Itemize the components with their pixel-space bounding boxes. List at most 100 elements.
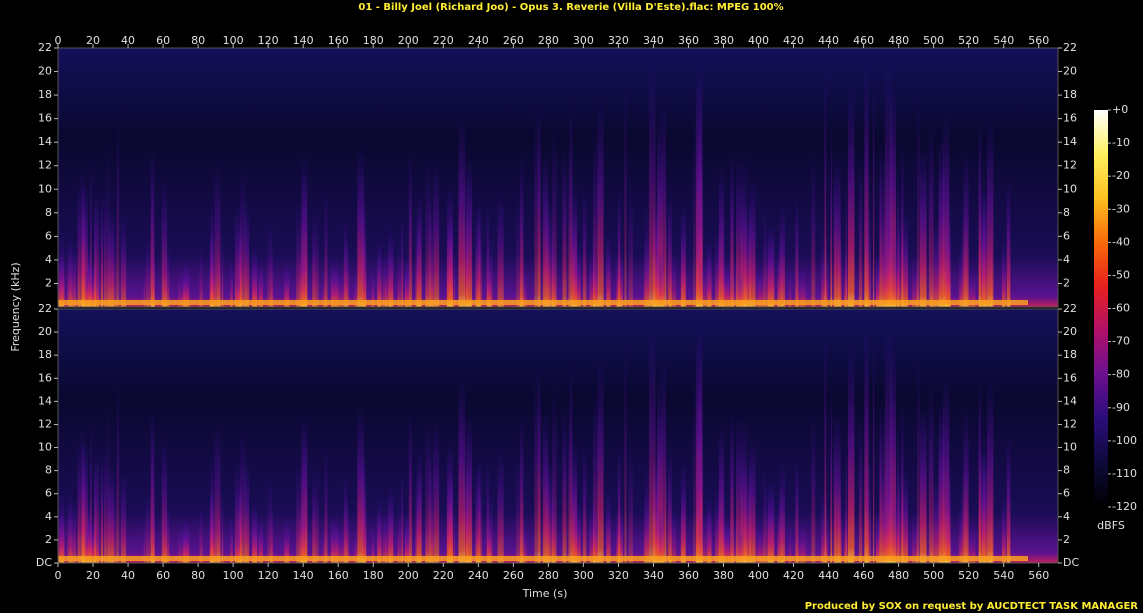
spectrogram-band [662,92,666,308]
spectrogram-band [571,180,578,307]
spectrogram-band [582,187,587,307]
spectrogram-band [235,203,242,307]
spectrogram-band [404,523,409,563]
spectrogram-band [388,487,394,563]
spectrogram-band [933,220,940,307]
spectrogram-band [788,267,792,307]
spectrogram-band [377,497,382,563]
x-tick-label: 180 [363,569,384,582]
spectrogram-band [433,161,440,307]
spectrogram-band [758,521,765,563]
x-tick-label-top: 240 [468,34,489,47]
spectrogram-band [624,77,627,307]
spectrogram-band [324,445,328,563]
spectrogram-band [569,98,573,307]
spectrogram-band [718,227,721,307]
spectrogram-band [979,449,986,563]
spectrogram-band [235,267,241,307]
spectrogram-band [858,419,863,563]
spectrogram-low-band [58,556,1028,561]
spectrogram-band [516,457,520,563]
spectrogram-band [824,321,827,563]
y-tick-label-right: 8 [1063,464,1070,477]
y-tick-label: 10 [38,441,52,454]
x-tick-label: 280 [538,569,559,582]
spectrogram-band [707,268,710,307]
spectrogram-band [912,252,918,307]
spectrogram-band [919,147,927,307]
x-tick-label-top: 180 [363,34,384,47]
spectrogram-band [77,180,80,307]
y-tick-label: 22 [38,302,52,315]
spectrogram-band [707,524,710,563]
spectrogram-band [758,265,765,307]
y-tick-label: 20 [38,65,52,78]
spectrogram-band [893,490,900,563]
spectrogram-band [879,402,882,563]
spectrogram-band [779,204,785,307]
spectrogram-band [486,492,493,563]
spectrogram-band [824,60,827,308]
spectrogram-band [466,464,469,563]
spectrogram-band [727,265,734,307]
spectrogram-base [58,48,1058,307]
x-tick-label: 320 [608,569,629,582]
y-tick-label: 16 [38,371,52,384]
spectrogram-band [214,422,221,563]
y-tick-label-right: 4 [1063,510,1070,523]
spectrogram-band [744,205,751,307]
spectrogram-band [574,244,581,307]
spectrogram-band [93,453,97,563]
x-tick-label: 340 [643,569,664,582]
spectrogram-band [887,451,890,563]
spectrogram-band [897,473,903,563]
footer: Produced by SOX on request by AUCDTECT T… [805,601,1139,612]
spectrogram-band [872,60,875,308]
spectrogram-band [727,522,734,563]
spectrogram-band [917,83,920,307]
spectrogram-band [301,494,306,563]
spectrogram-band [963,150,969,307]
colorbar-tick-label: -40 [1112,235,1130,248]
x-tick-label: 540 [993,569,1014,582]
spectrogram-band [475,204,482,307]
x-tick-label: 300 [573,569,594,582]
y-tick-label-right: 2 [1063,276,1070,289]
x-tick-label: 80 [191,569,205,582]
x-tick-label: 520 [958,569,979,582]
colorbar-tick-label: +0 [1112,103,1128,116]
spectrogram-band [230,516,233,563]
spectrogram [57,47,1059,308]
spectrogram-band [938,161,944,307]
spectrogram-band [178,263,181,307]
spectrogram-band [331,257,338,307]
x-tick-label: 400 [748,569,769,582]
spectrogram-band [465,415,473,563]
x-tick-label: 560 [1028,569,1049,582]
spectrogram-band [95,267,100,307]
x-tick-label: 360 [678,569,699,582]
y-tick-label: 10 [38,182,52,195]
spectrogram-band [983,208,986,307]
spectrogram-band [617,445,621,563]
spectrogram-band [901,470,908,563]
spectrogram-band [721,223,725,307]
spectrogram-band [767,223,775,307]
spectrogram-band [181,266,186,307]
spectrogram-band [91,519,97,563]
spectrogram-band [108,463,114,563]
spectrogram-band [331,514,338,563]
spectrogram-band [597,96,604,307]
spectrogram-band [901,396,904,563]
x-tick-label-top: 480 [888,34,909,47]
spectrogram-band [887,193,890,307]
spectrogram-band [695,60,698,308]
x-tick-label-top: 360 [678,34,699,47]
y-tick-label: 12 [38,417,52,430]
spectrogram-band [788,524,792,563]
spectrogram-band [656,194,659,307]
spectrogram-band [552,124,557,307]
spectrogram-band [1001,497,1006,563]
spectrogram-band [312,470,317,563]
spectrogram-band [255,263,257,307]
